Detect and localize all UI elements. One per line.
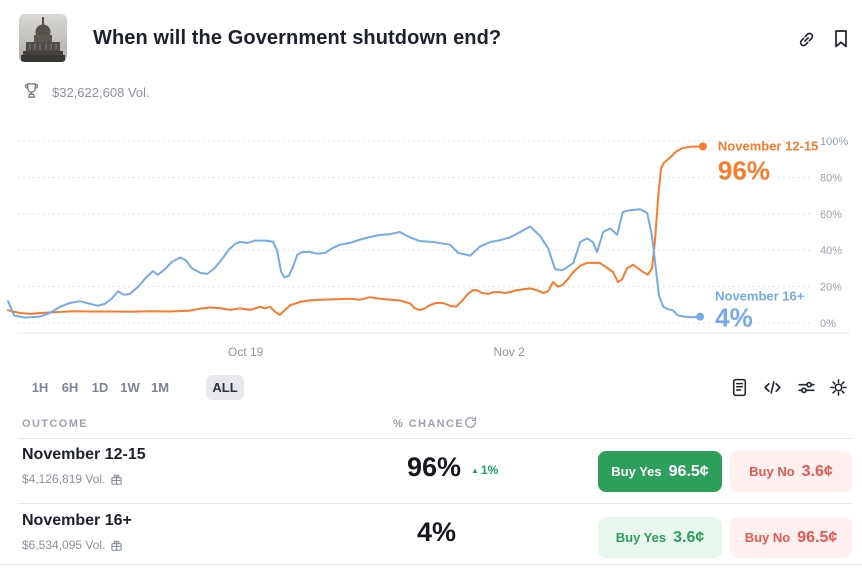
series-current-value: 4% [715,303,753,333]
refresh-icon [465,416,477,428]
market-thumbnail [19,14,67,62]
settings-button[interactable] [828,377,849,398]
gear-icon [830,379,847,396]
buy-no-button[interactable]: Buy No 3.6¢ [730,451,852,492]
bookmark-icon [835,30,847,48]
buy-no-label: Buy No [744,530,791,545]
series-line [7,145,704,316]
trophy-icon-glyph [24,83,39,98]
y-tick-label: 40% [820,245,842,257]
page-title: When will the Government shutdown end? [93,27,502,49]
chance-value: 96% [407,452,462,482]
series-end-dot [696,312,705,321]
embed-code-icon [764,381,781,394]
y-tick-label: 20% [820,282,842,294]
buy-yes-button[interactable]: Buy Yes 3.6¢ [598,517,722,558]
refresh-button[interactable] [464,416,477,429]
price-chart[interactable]: 0% 20% 40% 60% 80% 100% Oct 19 Nov 2 November 12… [0,128,862,366]
delta-value: 1% [480,463,499,477]
y-tick-label: 80% [820,172,842,184]
y-tick-label: 60% [820,209,842,221]
series-current-value: 96% [718,155,770,185]
series-line [7,208,702,319]
buy-no-price: 3.6¢ [801,462,833,480]
gift-icon[interactable] [110,473,123,486]
gift-icon[interactable] [110,539,123,552]
trophy-icon [23,81,40,100]
divider [0,564,862,565]
document-icon [732,378,747,397]
series-label: November 16+ [715,289,805,304]
embed-button[interactable] [762,377,783,398]
y-tick-label: 100% [820,136,848,148]
buy-yes-button[interactable]: Buy Yes 96.5¢ [598,451,722,492]
link-icon [799,32,814,47]
divider [18,503,852,504]
timeframe-1d[interactable]: 1D [87,375,113,400]
x-tick-label: Nov 2 [493,345,525,359]
chance-delta: ▲ 1% [471,463,498,477]
sliders-icon [798,381,815,394]
outcome-column-header: OUTCOME [22,418,89,430]
chance-column-header: % CHANCE [393,418,465,430]
chart-settings-button[interactable] [796,377,817,398]
buy-no-price: 96.5¢ [797,528,838,546]
bookmark-button[interactable] [833,29,849,49]
total-volume: $32,622,608 Vol. [52,85,150,100]
timeframe-all[interactable]: ALL [206,375,244,400]
buy-no-label: Buy No [749,464,795,479]
outcome-name[interactable]: November 16+ [22,512,132,529]
timeframe-1h[interactable]: 1H [27,375,53,400]
delta-up-icon: ▲ [471,465,479,475]
chance-value: 4% [417,517,457,547]
outcome-volume-text: $6,534,095 Vol. [22,538,106,552]
divider [18,438,852,439]
timeframe-6h[interactable]: 6H [57,375,83,400]
timeframe-1w[interactable]: 1W [117,375,143,400]
buy-no-button[interactable]: Buy No 96.5¢ [730,517,852,558]
y-tick-label: 0% [820,318,836,330]
buy-yes-price: 3.6¢ [673,528,705,546]
rules-document-button[interactable] [729,377,750,398]
outcome-volume-text: $4,126,819 Vol. [22,472,106,486]
series-end-dot [698,142,707,151]
buy-yes-price: 96.5¢ [668,462,709,480]
price-chart-svg: 0% 20% 40% 60% 80% 100% Oct 19 Nov 2 November 12… [7,136,850,359]
timeframe-1m[interactable]: 1M [147,375,173,400]
outcome-volume: $4,126,819 Vol. [22,472,123,486]
outcome-volume: $6,534,095 Vol. [22,538,123,552]
x-tick-label: Oct 19 [228,345,264,359]
buy-yes-label: Buy Yes [611,464,662,479]
copy-link-button[interactable] [797,30,816,49]
outcome-name[interactable]: November 12-15 [22,446,146,463]
buy-yes-label: Buy Yes [615,530,667,545]
us-capitol-icon [19,14,67,62]
series-label: November 12-15 [718,138,818,153]
